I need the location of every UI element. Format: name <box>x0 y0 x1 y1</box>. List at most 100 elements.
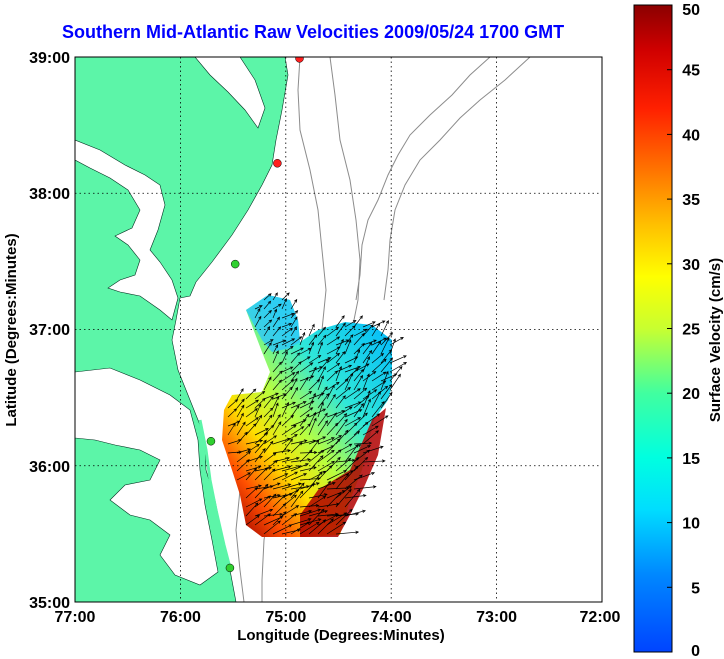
velocity-vector <box>236 459 250 472</box>
velocity-vector <box>299 518 322 526</box>
velocity-vector <box>326 512 348 526</box>
velocity-vector <box>335 508 353 526</box>
velocity-vector <box>308 455 324 472</box>
velocity-vector <box>290 326 297 337</box>
velocity-vector <box>290 370 300 382</box>
velocity-vector <box>344 339 352 355</box>
velocity-vector <box>254 467 269 481</box>
velocity-vector <box>353 328 368 337</box>
velocity-vector <box>344 488 361 508</box>
velocity-vector <box>326 362 341 373</box>
velocity-vector <box>254 447 266 463</box>
velocity-vector <box>326 352 341 364</box>
map-title: Southern Mid-Atlantic Raw Velocities 200… <box>62 22 565 42</box>
velocity-vector <box>326 412 337 427</box>
velocity-vector <box>263 325 271 337</box>
colorbar-tick-label: 40 <box>682 127 700 144</box>
velocity-vector <box>236 431 248 445</box>
velocity-vector <box>254 432 269 445</box>
chesapeake-bay <box>75 139 179 321</box>
velocity-vector <box>371 380 387 391</box>
velocity-vector <box>353 402 364 418</box>
colorbar-tick-label: 25 <box>682 322 700 339</box>
velocity-vector <box>245 399 260 409</box>
colorbar-ticks: 0 5 10 15 20 25 30 35 40 45 50 <box>667 2 700 659</box>
y-tick-labels: 39:00 38:00 37:00 36:00 35:00 <box>29 50 70 612</box>
velocity-vector <box>353 368 364 382</box>
velocity-vector <box>290 518 312 526</box>
velocity-vector <box>308 508 325 526</box>
velocity-vector <box>308 355 322 364</box>
velocity-vector <box>344 334 354 346</box>
velocity-vector <box>380 332 394 346</box>
velocity-vector <box>362 389 378 400</box>
velocity-vector <box>263 512 284 517</box>
velocity-vector <box>299 407 314 418</box>
velocity-vector <box>308 323 315 337</box>
velocity-vector <box>380 373 398 382</box>
velocity-vector <box>308 470 327 481</box>
velocity-vector <box>245 443 260 454</box>
velocity-vector <box>353 485 377 490</box>
velocity-vector <box>308 519 327 535</box>
velocity-vector <box>272 402 279 418</box>
velocity-vector <box>317 460 335 472</box>
x-tick-label: 75:00 <box>265 609 306 626</box>
velocity-vector <box>281 434 298 445</box>
colorbar-tick-label: 10 <box>682 516 700 533</box>
velocity-vector <box>254 315 262 328</box>
velocity-vector <box>326 449 342 463</box>
velocity-vector <box>362 356 370 373</box>
velocity-vector <box>290 521 311 535</box>
velocity-vector <box>335 338 344 355</box>
velocity-vector <box>344 388 361 400</box>
velocity-vector <box>371 371 387 382</box>
velocity-vector <box>362 390 371 409</box>
velocity-vector <box>335 365 342 382</box>
velocity-vector <box>326 326 340 337</box>
velocity-vector <box>272 393 287 400</box>
velocity-vector <box>344 365 362 373</box>
velocity-vector <box>272 449 291 454</box>
velocity-vector <box>317 480 331 499</box>
colorbar-label: Surface Velocity (cm/s) <box>707 258 724 422</box>
velocity-vector <box>254 305 263 310</box>
velocity-vector <box>290 347 304 355</box>
velocity-vector <box>236 472 252 481</box>
velocity-vector <box>299 508 322 517</box>
velocity-vector <box>299 356 311 364</box>
velocity-vector <box>281 505 300 517</box>
velocity-vector <box>371 390 381 409</box>
velocity-vector <box>299 449 313 463</box>
velocity-vector <box>371 337 387 346</box>
velocity-vector <box>389 355 407 364</box>
velocity-vector <box>290 316 298 328</box>
pamlico-sound <box>75 367 219 586</box>
velocity-vector <box>290 490 304 508</box>
velocity-vector <box>245 408 258 418</box>
velocity-vector <box>299 376 309 391</box>
y-tick-label: 38:00 <box>29 186 70 203</box>
velocity-vector <box>290 458 312 463</box>
velocity-vector <box>245 467 258 481</box>
station-marker <box>230 259 240 269</box>
velocity-vector <box>335 530 360 535</box>
velocity-vector <box>308 408 327 418</box>
velocity-vector <box>353 349 361 364</box>
x-tick-label: 72:00 <box>580 609 621 626</box>
velocity-vector <box>353 449 371 463</box>
velocity-vector <box>353 332 365 346</box>
velocity-vector <box>272 361 283 373</box>
velocity-vector <box>263 435 278 445</box>
velocity-vector <box>245 498 263 508</box>
velocity-vector <box>353 445 372 454</box>
velocity-vector <box>317 412 328 427</box>
colorbar-tick-label: 15 <box>682 451 700 468</box>
velocity-vector <box>236 398 245 409</box>
velocity-vector <box>281 386 293 400</box>
velocity-vector <box>281 327 293 337</box>
colorbar-tick-label: 0 <box>691 643 700 659</box>
velocity-vector <box>245 514 260 526</box>
velocity-vector <box>344 444 362 454</box>
velocity-vector <box>263 300 272 310</box>
